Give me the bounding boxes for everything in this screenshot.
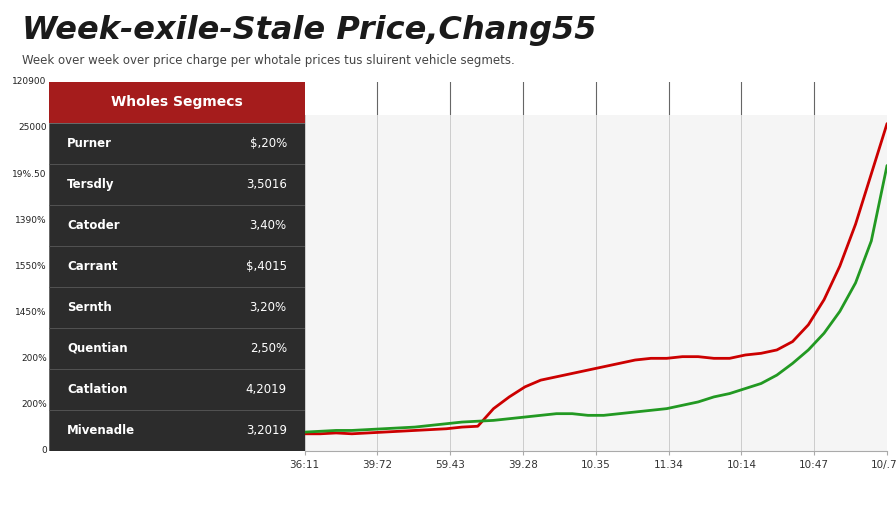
Text: 0: 0 <box>41 446 47 455</box>
Text: Mivenadle: Mivenadle <box>67 423 135 437</box>
Text: 25000: 25000 <box>18 123 47 133</box>
FancyBboxPatch shape <box>49 246 305 287</box>
Text: Catoder: Catoder <box>67 219 120 232</box>
Text: 4,2019: 4,2019 <box>246 382 287 396</box>
Text: 1550%: 1550% <box>15 262 47 271</box>
Text: Purner: Purner <box>67 137 112 150</box>
Text: Tite: Tite <box>328 92 354 105</box>
Text: Day: Day <box>474 92 499 105</box>
Text: Quentian: Quentian <box>67 342 128 355</box>
Text: 19%.50: 19%.50 <box>13 169 47 179</box>
Text: Tersdly: Tersdly <box>67 178 115 191</box>
Text: Week: Week <box>614 92 650 105</box>
Text: New: New <box>691 92 719 105</box>
FancyBboxPatch shape <box>49 328 305 369</box>
Text: 120900: 120900 <box>13 77 47 87</box>
Text: 3,2019: 3,2019 <box>246 423 287 437</box>
Text: 3,20%: 3,20% <box>250 301 287 314</box>
Text: Week over week over price charge per whotale prices tus sluirent vehicle segmets: Week over week over price charge per who… <box>22 54 515 67</box>
Text: 3,5016: 3,5016 <box>246 178 287 191</box>
FancyBboxPatch shape <box>49 123 305 164</box>
FancyBboxPatch shape <box>49 410 305 451</box>
Text: $,4015: $,4015 <box>246 260 287 273</box>
Text: Catlation: Catlation <box>67 382 127 396</box>
Text: Jup: Jup <box>840 92 861 105</box>
FancyBboxPatch shape <box>49 205 305 246</box>
Text: 200%: 200% <box>22 354 47 363</box>
Text: $,20%: $,20% <box>249 137 287 150</box>
Text: Act: Act <box>403 92 425 105</box>
FancyBboxPatch shape <box>49 369 305 410</box>
Text: 1390%: 1390% <box>15 216 47 225</box>
Text: Sernth: Sernth <box>67 301 112 314</box>
Text: Carrant: Carrant <box>67 260 117 273</box>
FancyBboxPatch shape <box>49 82 305 123</box>
Text: Wholes Segmecs: Wholes Segmecs <box>111 95 243 110</box>
Text: More: More <box>543 92 576 105</box>
Text: Week-exile-Stale Price,Chang55: Week-exile-Stale Price,Chang55 <box>22 15 597 46</box>
Text: 1450%: 1450% <box>15 308 47 317</box>
Text: 200%: 200% <box>22 400 47 409</box>
Text: 3,40%: 3,40% <box>250 219 287 232</box>
Text: Week: Week <box>760 92 796 105</box>
FancyBboxPatch shape <box>49 164 305 205</box>
FancyBboxPatch shape <box>49 287 305 328</box>
Text: 2,50%: 2,50% <box>250 342 287 355</box>
